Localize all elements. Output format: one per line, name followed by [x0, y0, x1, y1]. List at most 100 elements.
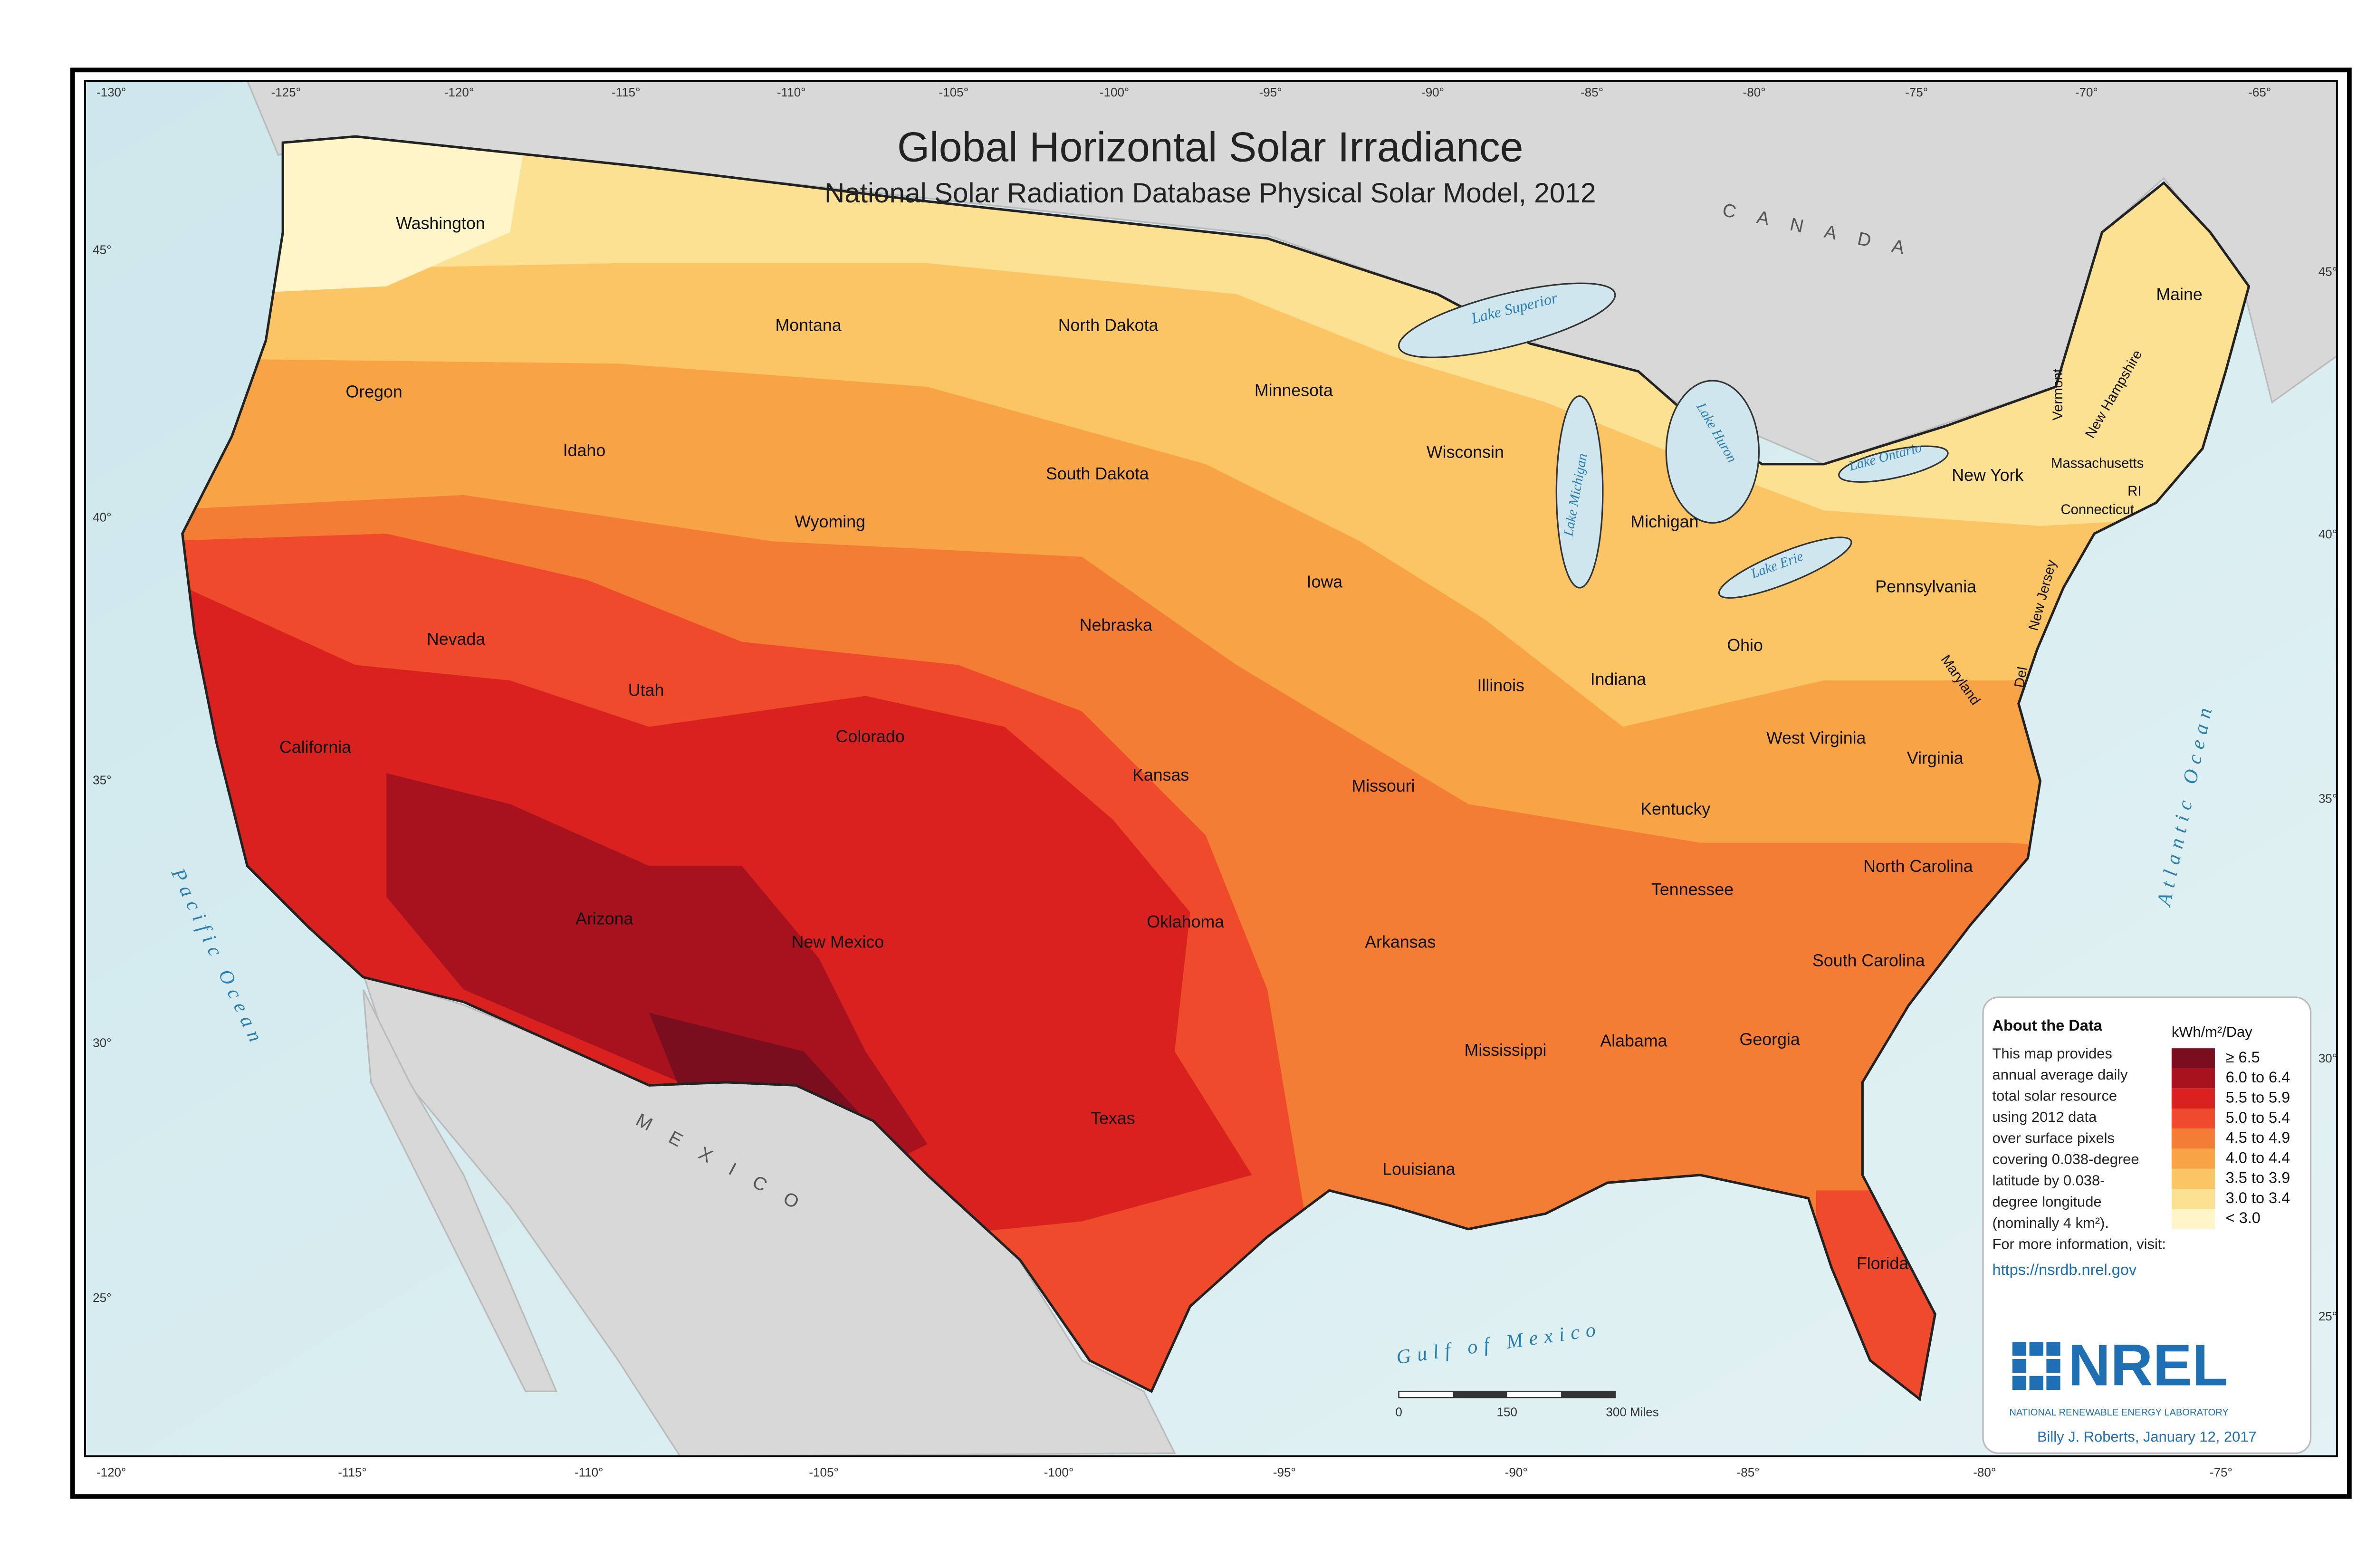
state-label: Oregon [345, 382, 402, 402]
scale-bar-segment [1561, 1391, 1615, 1398]
legend-label: 6.0 to 6.4 [2226, 1069, 2290, 1086]
state-label: Maine [2156, 285, 2202, 304]
logo-block [2046, 1342, 2060, 1356]
legend-label: 3.0 to 3.4 [2226, 1189, 2290, 1206]
longitude-label: -115° [338, 1465, 367, 1480]
legend-body-line: total solar resource [1993, 1087, 2117, 1104]
baja [362, 989, 558, 1392]
state-label: Indiana [1590, 670, 1646, 689]
map-frame [84, 80, 2338, 1457]
scale-bar-label: 300 Miles [1606, 1405, 1658, 1419]
state-label: Illinois [1477, 676, 1524, 695]
legend-link[interactable]: https://nsrdb.nrel.gov [1993, 1261, 2137, 1278]
state-label: Utah [628, 680, 664, 699]
legend-swatch [2171, 1048, 2215, 1069]
state-label: Arkansas [1365, 932, 1436, 951]
state-label: Nebraska [1080, 616, 1152, 635]
logo-block [2046, 1358, 2060, 1373]
title: Global Horizontal Solar Irradiance [897, 124, 1523, 171]
state-label: Pennsylvania [1875, 577, 1976, 596]
logo-block [2012, 1358, 2027, 1373]
scale-bar-label: 150 [1497, 1405, 1517, 1419]
longitude-label: -100° [1100, 85, 1129, 99]
legend-label: < 3.0 [2226, 1209, 2261, 1226]
state-label: Tennessee [1651, 880, 1734, 899]
state-label: Texas [1091, 1109, 1135, 1128]
legend-swatch [2171, 1109, 2215, 1129]
legend-swatch [2171, 1148, 2215, 1169]
scale-bar-segment [1453, 1391, 1507, 1398]
legend-label: 4.0 to 4.4 [2226, 1149, 2290, 1166]
longitude-label: -65° [2248, 85, 2271, 99]
longitude-label: -85° [1581, 85, 1603, 99]
state-label: Vermont [2050, 369, 2066, 421]
state-label: South Dakota [1046, 464, 1149, 483]
legend-body-line: over surface pixels [1993, 1130, 2115, 1147]
lake [1718, 536, 1852, 599]
state-label: New York [1952, 466, 2023, 485]
logo-block [2046, 1376, 2060, 1390]
legend-label: ≥ 6.5 [2226, 1049, 2260, 1066]
overlay: Global Horizontal Solar Irradiance Nation… [824, 124, 1659, 1419]
state-label: Alabama [1600, 1032, 1667, 1051]
logo-block [2012, 1376, 2027, 1390]
state-label: New Mexico [791, 932, 884, 951]
latitude-label: 35° [93, 773, 111, 787]
state-label: West Virginia [1766, 728, 1866, 747]
longitude-label: -90° [1421, 85, 1444, 99]
state-label: South Carolina [1812, 951, 1925, 970]
state-label: Georgia [1740, 1030, 1800, 1049]
longitude-label: -120° [96, 1465, 126, 1480]
longitude-label: -115° [612, 85, 641, 99]
longitude-label: -100° [1044, 1465, 1073, 1480]
state-label: Nevada [427, 630, 485, 649]
logo-subtitle: NATIONAL RENEWABLE ENERGY LABORATORY [2009, 1407, 2228, 1418]
longitude-label: -70° [2075, 85, 2098, 99]
legend-body-line: annual average daily [1993, 1066, 2128, 1083]
latitude-label: 30° [2319, 1051, 2337, 1065]
legend-panel: About the Data This map provides annual av… [1982, 996, 2312, 1454]
latitude-label: 45° [93, 243, 111, 257]
us-outline [181, 135, 2251, 1402]
state-label: Oklahoma [1147, 912, 1224, 931]
latitude-label: 45° [2319, 264, 2337, 278]
legend-body-line: covering 0.038-degree [1993, 1151, 2139, 1167]
state-label: Michigan [1630, 512, 1698, 531]
state-label: Arizona [575, 909, 633, 928]
legend-swatch [2171, 1209, 2215, 1229]
state-label: Florida [1857, 1254, 1908, 1273]
legend-swatch [2171, 1088, 2215, 1109]
longitude-label: -110° [575, 1465, 604, 1480]
state-label: Virginia [1907, 748, 1964, 767]
longitude-label: -120° [444, 85, 474, 99]
nrel-logo: NREL NATIONAL RENEWABLE ENERGY LABORATORY [2009, 1332, 2228, 1418]
state-label: Idaho [563, 441, 606, 460]
legend-swatch [2171, 1128, 2215, 1149]
state-label: Del [2012, 666, 2031, 689]
legend-swatch [2171, 1168, 2215, 1189]
logo-block [2029, 1342, 2043, 1356]
longitude-label: -105° [939, 85, 968, 99]
longitude-label: -75° [1905, 85, 1928, 99]
longitude-label: -95° [1259, 85, 1282, 99]
state-label: Kentucky [1640, 800, 1710, 819]
legend-body-line: using 2012 data [1993, 1109, 2098, 1125]
legend-label: 5.5 to 5.9 [2226, 1089, 2290, 1106]
state-label: RI [2127, 484, 2141, 499]
legend-body-line: latitude by 0.038- [1993, 1172, 2105, 1189]
legend-label: 4.5 to 4.9 [2226, 1129, 2290, 1146]
longitude-label: -95° [1273, 1465, 1296, 1480]
credit: Billy J. Roberts, January 12, 2017 [2037, 1428, 2257, 1445]
state-label: Massachusetts [2051, 456, 2144, 471]
latitude-label: 30° [93, 1035, 111, 1050]
lake [1398, 282, 1616, 358]
lake [1665, 380, 1760, 524]
state-label: Wisconsin [1427, 442, 1504, 461]
latitude-label: 35° [2319, 791, 2337, 805]
legend-label: 3.5 to 3.9 [2226, 1169, 2290, 1186]
latitude-label: 40° [2319, 527, 2337, 541]
longitude-label: -85° [1737, 1465, 1760, 1480]
